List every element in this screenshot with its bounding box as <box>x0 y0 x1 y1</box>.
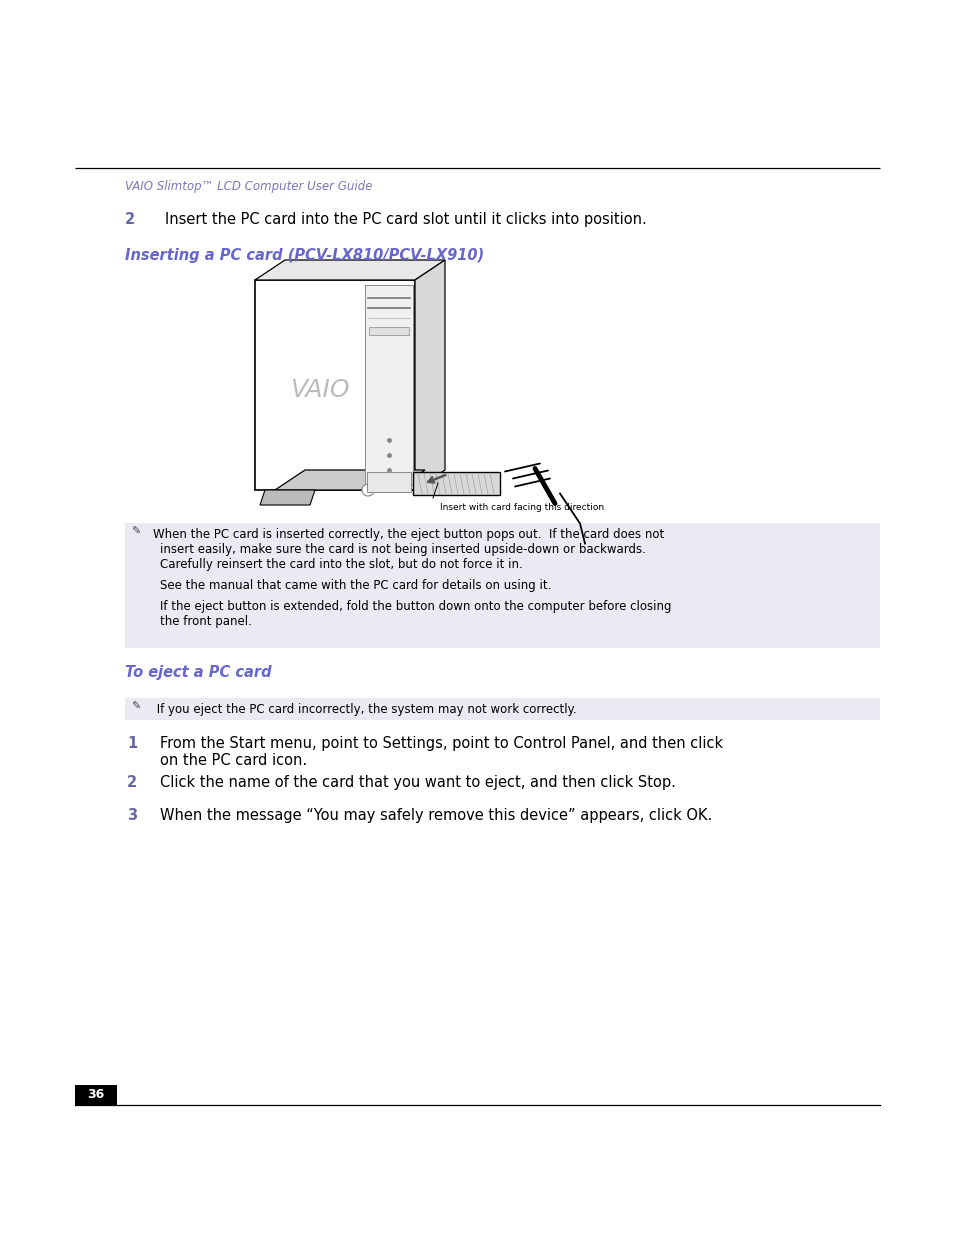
FancyBboxPatch shape <box>369 327 409 335</box>
Text: To eject a PC card: To eject a PC card <box>125 664 272 680</box>
Text: 3: 3 <box>127 808 137 823</box>
FancyBboxPatch shape <box>254 280 415 490</box>
FancyBboxPatch shape <box>365 285 413 485</box>
Text: VAIO Slimtop™ LCD Computer User Guide: VAIO Slimtop™ LCD Computer User Guide <box>125 180 372 193</box>
FancyBboxPatch shape <box>413 472 499 495</box>
Text: 36: 36 <box>88 1088 105 1102</box>
Polygon shape <box>415 261 444 490</box>
Text: If the eject button is extended, fold the button down onto the computer before c: If the eject button is extended, fold th… <box>160 600 671 613</box>
Text: Click the name of the card that you want to eject, and then click Stop.: Click the name of the card that you want… <box>160 776 675 790</box>
Text: Inserting a PC card (PCV-LX810/PCV-LX910): Inserting a PC card (PCV-LX810/PCV-LX910… <box>125 248 483 263</box>
FancyBboxPatch shape <box>367 472 411 492</box>
Polygon shape <box>254 261 444 280</box>
Text: Insert with card facing this direction: Insert with card facing this direction <box>439 503 603 513</box>
Text: Carefully reinsert the card into the slot, but do not force it in.: Carefully reinsert the card into the slo… <box>160 558 522 571</box>
Text: From the Start menu, point to Settings, point to Control Panel, and then click
o: From the Start menu, point to Settings, … <box>160 736 722 768</box>
Polygon shape <box>274 471 424 490</box>
Text: When the message “You may safely remove this device” appears, click OK.: When the message “You may safely remove … <box>160 808 712 823</box>
Polygon shape <box>260 490 314 505</box>
Text: insert easily, make sure the card is not being inserted upside-down or backwards: insert easily, make sure the card is not… <box>160 543 645 556</box>
FancyBboxPatch shape <box>125 698 879 720</box>
Text: When the PC card is inserted correctly, the eject button pops out.  If the card : When the PC card is inserted correctly, … <box>152 529 663 541</box>
FancyBboxPatch shape <box>75 1086 117 1105</box>
FancyBboxPatch shape <box>125 522 879 648</box>
Text: VAIO: VAIO <box>290 378 350 403</box>
Circle shape <box>361 484 374 496</box>
Text: the front panel.: the front panel. <box>160 615 252 629</box>
Text: 2: 2 <box>127 776 137 790</box>
Text: 1: 1 <box>127 736 137 751</box>
Text: Insert the PC card into the PC card slot until it clicks into position.: Insert the PC card into the PC card slot… <box>165 212 646 227</box>
Text: ✎: ✎ <box>131 701 140 713</box>
Text: ✎: ✎ <box>131 527 140 537</box>
Text: If you eject the PC card incorrectly, the system may not work correctly.: If you eject the PC card incorrectly, th… <box>152 703 577 716</box>
Text: See the manual that came with the PC card for details on using it.: See the manual that came with the PC car… <box>160 579 551 592</box>
Text: 2: 2 <box>125 212 135 227</box>
